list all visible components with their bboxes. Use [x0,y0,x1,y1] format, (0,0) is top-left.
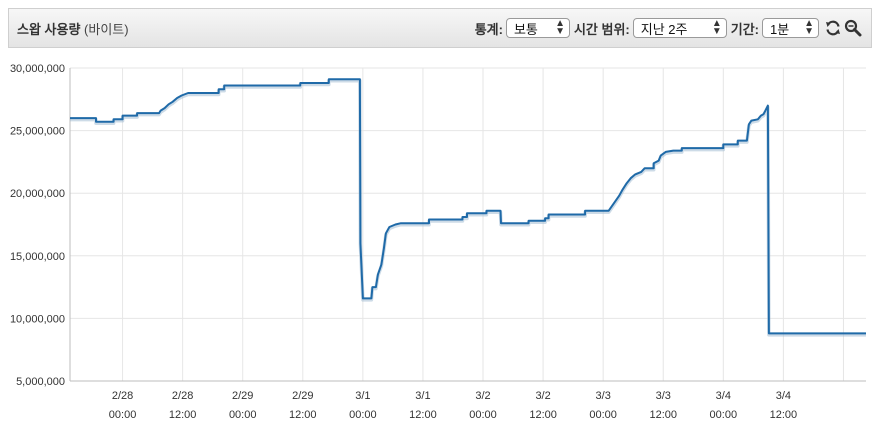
x-tick-label-time: 12:00 [289,409,317,421]
x-tick-label-date: 3/3 [656,390,671,402]
y-tick-label: 5,000,000 [16,376,65,388]
x-tick-label-date: 3/1 [355,390,370,402]
x-tick-label-date: 3/4 [776,390,791,402]
zoom-icon[interactable] [843,18,863,38]
x-tick-label-date: 2/29 [232,390,253,402]
x-tick-label-date: 2/28 [172,390,193,402]
select-arrows-icon: ▲ ▼ [804,18,814,37]
chart-title-unit: (바이트) [84,21,129,37]
x-tick-label-time: 12:00 [649,409,677,421]
x-tick-label-time: 12:00 [409,409,437,421]
stat-label: 통계: [474,21,503,37]
x-tick-label-date: 3/3 [596,390,611,402]
x-tick-label-time: 12:00 [770,409,798,421]
range-select[interactable]: 지난 2주 ▲ ▼ [632,18,727,38]
x-tick-label-date: 3/1 [415,390,430,402]
select-arrows-icon: ▲ ▼ [711,18,722,37]
chart-title: 스왑 사용량 (바이트) [17,19,129,38]
x-tick-label-time: 12:00 [169,409,197,421]
x-tick-label-time: 00:00 [229,409,257,421]
refresh-icon[interactable] [823,18,843,38]
x-tick-label-date: 2/29 [292,390,313,402]
x-tick-label-date: 3/2 [535,390,550,402]
series-line-shadow [70,79,866,337]
period-select[interactable]: 1분 ▲ ▼ [762,18,819,38]
x-tick-label-date: 3/2 [475,390,490,402]
x-tick-label-time: 00:00 [349,409,377,421]
y-tick-label: 20,000,000 [10,188,65,200]
x-tick-label-time: 12:00 [529,409,557,421]
range-select-value: 지난 2주 [640,21,688,37]
y-tick-label: 15,000,000 [10,251,65,263]
chart-title-text: 스왑 사용량 [17,21,81,37]
y-tick-label: 10,000,000 [10,313,65,325]
series-line [70,78,866,335]
x-tick-label-time: 00:00 [589,409,617,421]
x-tick-label-time: 00:00 [109,409,137,421]
select-arrows-icon: ▲ ▼ [555,18,565,37]
y-tick-label: 30,000,000 [10,63,65,75]
range-label: 시간 범위: [573,21,630,37]
period-label: 기간: [730,21,759,37]
stat-select-value: 보통 [513,21,538,37]
swap-usage-line-chart: 5,000,000 10,000,000 15,000,000 20,000,000 2… [10,63,866,421]
chart-area: 5,000,000 10,000,000 15,000,000 20,000,000 2… [0,50,880,428]
x-tick-label-time: 00:00 [710,409,738,421]
y-tick-label: 25,000,000 [10,126,65,138]
stat-select[interactable]: 보통 ▲ ▼ [505,18,570,38]
x-tick-label-time: 00:00 [469,409,497,421]
panel-header: 스왑 사용량 (바이트) 통계: 보통 ▲ ▼ 시간 범위: 지난 2주 ▲ ▼ 기… [8,8,872,48]
chart-controls: 통계: 보통 ▲ ▼ 시간 범위: 지난 2주 ▲ ▼ 기간: 1분 ▲ ▼ [475,18,863,38]
x-tick-label-date: 3/4 [716,390,731,402]
x-tick-label-date: 2/28 [112,390,133,402]
period-select-value: 1분 [770,21,790,37]
